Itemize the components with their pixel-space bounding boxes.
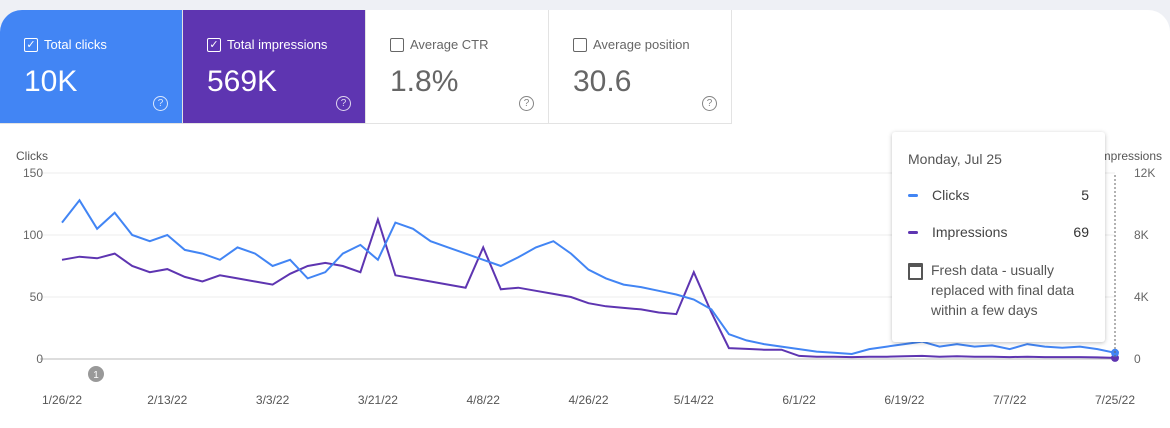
tooltip-date: Monday, Jul 25 bbox=[908, 151, 1002, 167]
x-tick-label: 4/26/22 bbox=[568, 393, 608, 407]
tooltip-label: Clicks bbox=[932, 187, 970, 203]
x-tick-label: 5/14/22 bbox=[674, 393, 714, 407]
left-tick-label: 0 bbox=[36, 352, 43, 366]
checkbox-unchecked-icon[interactable] bbox=[573, 37, 587, 52]
series-line-impressions bbox=[61, 216, 1116, 359]
calendar-icon bbox=[908, 263, 923, 280]
help-icon[interactable]: ? bbox=[519, 96, 534, 111]
card-value: 569K bbox=[207, 65, 278, 98]
left-axis-label: Clicks bbox=[16, 149, 48, 163]
chart-tooltip: Monday, Jul 25 Clicks 5 Impressions 69 Fre… bbox=[892, 132, 1105, 342]
clicks-legend-swatch bbox=[908, 193, 918, 197]
tooltip-row-impressions: Impressions 69 bbox=[908, 224, 1089, 240]
x-tick-label: 1/26/22 bbox=[42, 393, 82, 407]
right-tick-label: 4K bbox=[1134, 290, 1149, 304]
card-value: 10K bbox=[24, 65, 78, 98]
x-tick-label: 6/1/22 bbox=[782, 393, 816, 407]
x-tick-label: 4/8/22 bbox=[467, 393, 501, 407]
right-tick-label: 12K bbox=[1134, 166, 1155, 180]
card-total-impressions[interactable]: ✓ Total impressions 569K? bbox=[183, 10, 366, 124]
checkbox-unchecked-icon[interactable] bbox=[390, 37, 404, 52]
right-axis-label: Impressions bbox=[1097, 149, 1162, 163]
help-icon[interactable]: ? bbox=[336, 96, 351, 111]
tooltip-value: 69 bbox=[1073, 224, 1089, 240]
card-label: Total impressions bbox=[227, 37, 328, 52]
left-tick-label: 100 bbox=[23, 228, 43, 242]
left-tick-label: 50 bbox=[30, 290, 44, 304]
x-tick-label: 3/21/22 bbox=[358, 393, 398, 407]
card-average-ctr[interactable]: Average CTR 1.8%? bbox=[366, 10, 549, 124]
card-label: Total clicks bbox=[44, 37, 107, 52]
left-tick-label: 150 bbox=[23, 166, 43, 180]
fresh-data-note: Fresh data - usually replaced with final… bbox=[908, 260, 1091, 320]
note-text: Fresh data - usually replaced with final… bbox=[931, 262, 1075, 318]
impressions-legend-swatch bbox=[908, 230, 918, 234]
tooltip-label: Impressions bbox=[932, 224, 1008, 240]
card-label: Average position bbox=[593, 37, 690, 52]
help-icon[interactable]: ? bbox=[153, 96, 168, 111]
annotation-badge-label: 1 bbox=[93, 370, 99, 381]
x-tick-label: 7/25/22 bbox=[1095, 393, 1135, 407]
card-total-clicks[interactable]: ✓ Total clicks 10K? bbox=[0, 10, 183, 124]
tooltip-row-clicks: Clicks 5 bbox=[908, 187, 1089, 203]
right-tick-label: 8K bbox=[1134, 228, 1149, 242]
card-average-position[interactable]: Average position 30.6? bbox=[549, 10, 732, 124]
x-tick-label: 3/3/22 bbox=[256, 393, 290, 407]
checkbox-checked-icon[interactable]: ✓ bbox=[24, 37, 38, 52]
metric-cards: ✓ Total clicks 10K? ✓ Total impressions 569K… bbox=[0, 10, 732, 124]
x-tick-label: 6/19/22 bbox=[884, 393, 924, 407]
help-icon[interactable]: ? bbox=[702, 96, 717, 111]
tooltip-value: 5 bbox=[1081, 187, 1089, 203]
card-value: 30.6 bbox=[573, 65, 632, 98]
series-line-clicks bbox=[61, 198, 1116, 356]
card-value: 1.8% bbox=[390, 65, 459, 98]
card-label: Average CTR bbox=[410, 37, 489, 52]
right-tick-label: 0 bbox=[1134, 352, 1141, 366]
x-tick-label: 2/13/22 bbox=[147, 393, 187, 407]
x-tick-label: 7/7/22 bbox=[993, 393, 1027, 407]
checkbox-checked-icon[interactable]: ✓ bbox=[207, 37, 221, 52]
annotation-badge bbox=[88, 366, 104, 382]
